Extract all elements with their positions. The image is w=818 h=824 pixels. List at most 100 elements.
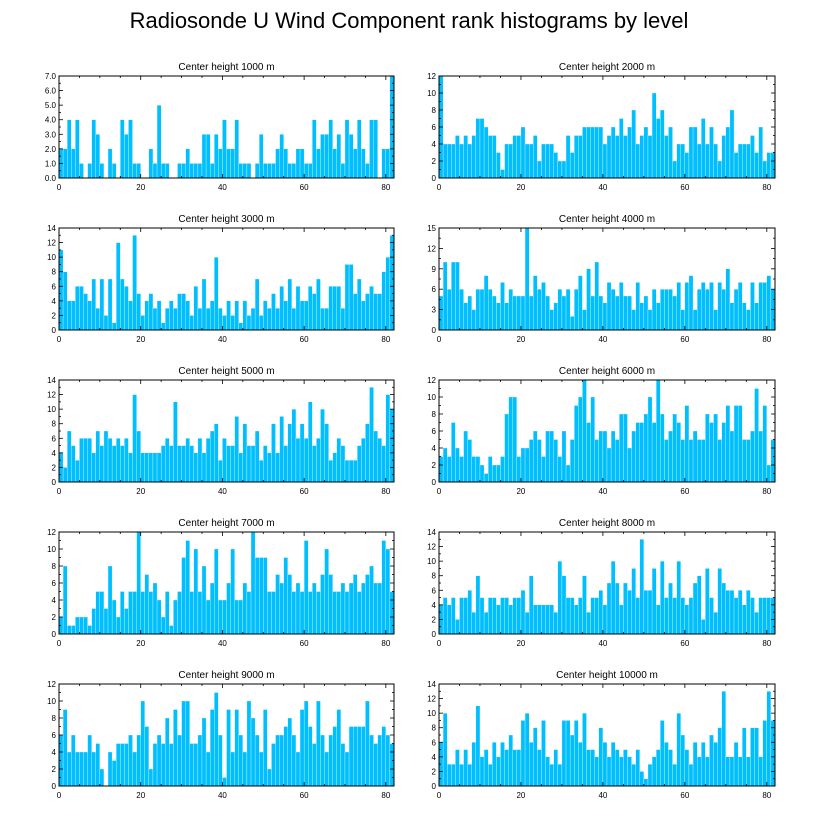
panel-9-bar: [369, 734, 374, 787]
panel-9-xtick-label: 40: [218, 791, 227, 800]
panel-6-bar: [545, 430, 550, 483]
panel-3-bar: [67, 300, 72, 331]
panel-4-bar: [610, 289, 616, 331]
panel-6-bar: [557, 456, 563, 483]
panel-3-bar: [283, 300, 288, 331]
panel-4-bar: [664, 289, 669, 331]
panel-3-bar: [332, 286, 337, 331]
panel-7-bar: [361, 582, 366, 635]
panel-7-bar: [152, 582, 158, 635]
panel-1-ytick-label: 6.0: [45, 87, 57, 96]
panel-9-bar: [79, 751, 84, 787]
panel-5-bar: [299, 423, 305, 483]
panel-1-bar: [95, 134, 101, 179]
panel-4-bar: [512, 295, 518, 331]
panel-6-bar: [623, 413, 628, 483]
panel-2-bar: [557, 160, 563, 179]
panel-8-bar: [594, 597, 599, 635]
panel-10-bar: [467, 763, 472, 787]
panel-6-bar: [520, 447, 526, 483]
panel-6-ytick-label: 2: [432, 461, 437, 470]
panel-2-bar: [643, 126, 649, 179]
panel-6-bar: [508, 396, 513, 483]
panel-6-bar: [758, 430, 763, 483]
panel-6-bar: [647, 396, 653, 483]
panel-6-bar: [459, 456, 464, 483]
panel-4-ytick-label: 12: [427, 244, 436, 253]
panel-3-ytick-label: 12: [47, 239, 56, 248]
panel-2-bar: [688, 126, 694, 179]
panel-7-bar: [287, 574, 293, 635]
panel-9-bar: [234, 709, 239, 787]
panel-10-bar: [610, 742, 616, 787]
panel-5-bar: [283, 445, 288, 483]
panel-7-bar: [291, 591, 297, 635]
panel-3-bar: [140, 315, 145, 331]
panel-4-bar: [651, 289, 657, 331]
panel-7-bar: [250, 531, 256, 635]
panel-8-bar: [676, 560, 681, 635]
panel-6-ytick-label: 10: [427, 393, 436, 402]
panel-1-bar: [132, 163, 137, 179]
panel-3-bar: [242, 300, 248, 331]
panel-2-bar: [684, 152, 690, 179]
panel-2-bar: [709, 126, 714, 179]
panel-6-bar: [615, 439, 620, 483]
panel-5-bar: [91, 452, 96, 483]
panel-4-xtick-label: 20: [516, 335, 525, 344]
panel-5-bar: [148, 452, 154, 483]
panel-10-bar: [709, 734, 714, 787]
panel-5-bar: [136, 430, 141, 483]
panel-10-bar: [520, 720, 526, 787]
panel-10-xtick-label: 0: [437, 791, 442, 800]
panel-7-bar: [246, 591, 252, 635]
panel-4-bar: [623, 295, 628, 331]
panel-7-bar: [283, 557, 288, 635]
panel-3-title: Center height 3000 m: [178, 214, 274, 225]
panel-4-bar: [615, 295, 620, 331]
panel-7-xtick-label: 40: [218, 639, 227, 648]
panel-1-bar: [222, 119, 227, 179]
panel-8-bar: [770, 597, 776, 635]
panel-7-bar: [357, 591, 362, 635]
panel-9-bar: [181, 700, 186, 787]
panel-3-bar: [263, 300, 268, 331]
panel-4-bar: [692, 309, 698, 331]
panel-1-bar: [120, 119, 125, 179]
panel-3-bar: [320, 307, 325, 331]
panel-8-bar: [758, 597, 763, 635]
panel-1-bar: [177, 163, 182, 179]
panel-2-bar: [766, 152, 772, 179]
panel-10-bar: [475, 705, 481, 787]
panel-10-bar: [582, 712, 587, 787]
panel-9-bar: [373, 743, 378, 787]
panel-8-bar: [574, 604, 579, 635]
panel-1-bar: [193, 163, 199, 179]
panel-2-bar: [483, 126, 489, 179]
panel-9-bar: [160, 743, 166, 787]
panel-7-bar: [177, 591, 182, 635]
panel-9-bar: [263, 709, 268, 787]
panel-9-bar: [67, 751, 72, 787]
panel-8-bar: [766, 597, 772, 635]
panel-3-bar: [291, 307, 297, 331]
panel-4-xtick-label: 0: [437, 335, 442, 344]
panel-9-bar: [332, 726, 337, 787]
panel-3-bar: [254, 278, 260, 331]
panel-3-bar: [132, 235, 137, 331]
panel-1-bar: [373, 119, 378, 179]
panel-1-bar: [160, 163, 166, 179]
panel-2-bar: [696, 143, 702, 179]
panel-6-bar: [561, 430, 567, 483]
panel-6-bar: [627, 447, 632, 483]
panel-5-ytick-label: 4: [52, 449, 57, 458]
panel-4-bar: [713, 309, 718, 331]
panel-5-bar: [344, 459, 350, 483]
panel-6-bar: [578, 396, 583, 483]
panel-7-bar: [344, 591, 350, 635]
panel-10-bar: [688, 763, 694, 787]
panel-8-bar: [528, 575, 534, 635]
panel-2-bar: [508, 143, 513, 179]
panel-8-bar: [463, 597, 468, 635]
panel-4-bar: [680, 309, 686, 331]
